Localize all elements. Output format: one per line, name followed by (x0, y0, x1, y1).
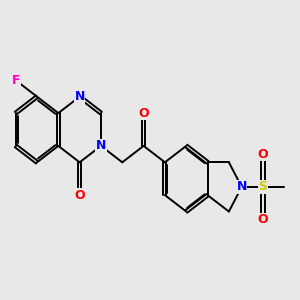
Text: N: N (96, 140, 106, 152)
Text: O: O (74, 189, 85, 202)
Text: S: S (259, 180, 268, 194)
Text: N: N (236, 180, 247, 194)
Text: F: F (11, 74, 20, 87)
Text: O: O (258, 213, 268, 226)
Text: N: N (74, 90, 85, 103)
Text: O: O (258, 148, 268, 160)
Text: O: O (138, 106, 149, 120)
